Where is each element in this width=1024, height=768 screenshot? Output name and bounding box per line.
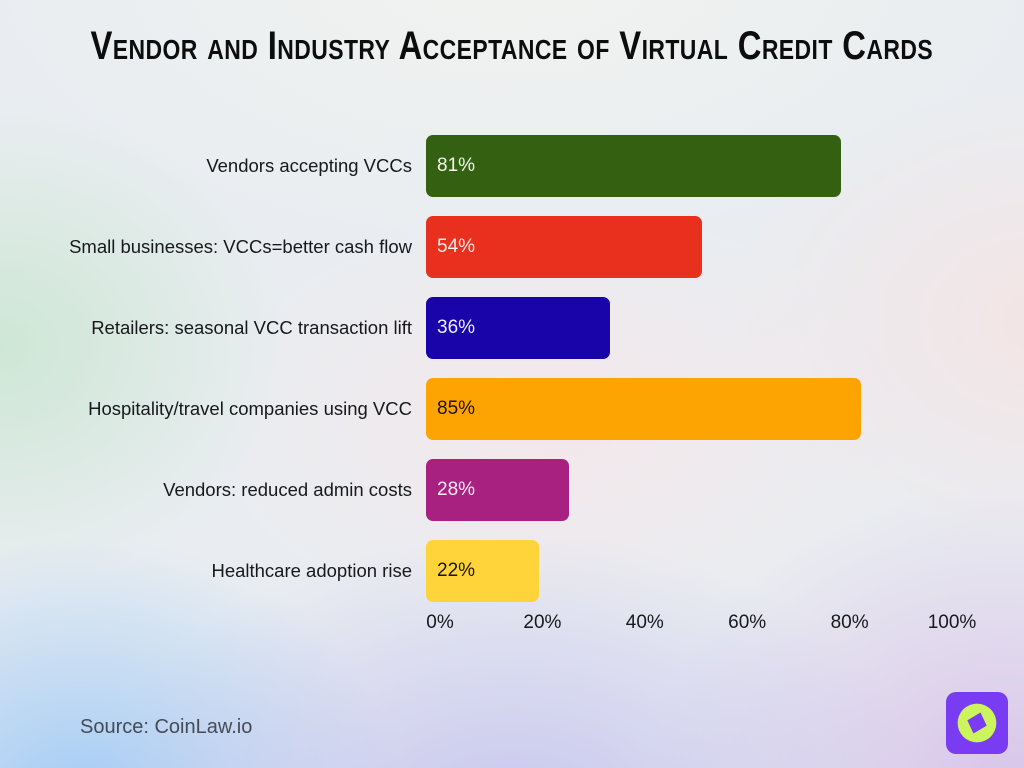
category-label: Vendors: reduced admin costs (163, 479, 412, 500)
category-label: Hospitality/travel companies using VCC (88, 398, 412, 419)
bar-value-label: 81% (437, 155, 476, 176)
category-label: Healthcare adoption rise (211, 560, 412, 581)
bar-value-label: 28% (437, 479, 476, 500)
x-axis-tick: 80% (830, 612, 869, 633)
compass-icon (955, 701, 999, 745)
category-label: Small businesses: VCCs=better cash flow (69, 236, 412, 257)
bar-value-label: 36% (437, 317, 476, 338)
bar-row: Healthcare adoption rise 22% (0, 540, 960, 602)
bar-track: 28% (426, 459, 938, 521)
bar-row: Vendors accepting VCCs 81% (0, 135, 960, 197)
bar: 22% (426, 540, 539, 602)
x-axis-tick: 40% (625, 612, 664, 633)
bar-value-label: 22% (437, 560, 476, 581)
bar-value-label: 54% (437, 236, 476, 257)
bar: 36% (426, 297, 611, 359)
coinlaw-logo (946, 692, 1008, 754)
chart-title: Vendor and Industry Acceptance of Virtua… (90, 24, 934, 68)
bar-row: Hospitality/travel companies using VCC 85… (0, 378, 960, 440)
bar-track: 22% (426, 540, 938, 602)
category-label: Vendors accepting VCCs (206, 155, 412, 176)
x-axis-tick: 20% (523, 612, 562, 633)
x-axis-tick: 0% (426, 612, 454, 633)
bar-track: 81% (426, 135, 938, 197)
compass-needle (967, 712, 987, 734)
bar-row: Small businesses: VCCs=better cash flow 5… (0, 216, 960, 278)
bar-chart: Vendors accepting VCCs 81% Small businesse… (0, 135, 960, 621)
title-row: Vendor and Industry Acceptance of Virtua… (0, 24, 1024, 69)
bar: 54% (426, 216, 703, 278)
bar-value-label: 85% (437, 398, 476, 419)
bar: 28% (426, 459, 570, 521)
x-axis: 0% 20% 40% 60% 80% 100% (426, 612, 976, 640)
bar-row: Vendors: reduced admin costs 28% (0, 459, 960, 521)
bar-track: 54% (426, 216, 938, 278)
bar: 85% (426, 378, 862, 440)
bar-track: 36% (426, 297, 938, 359)
source-credit: Source: CoinLaw.io (80, 716, 253, 738)
bar: 81% (426, 135, 841, 197)
bar-row: Retailers: seasonal VCC transaction lift… (0, 297, 960, 359)
x-axis-tick: 60% (728, 612, 767, 633)
x-axis-tick: 100% (927, 612, 977, 633)
category-label: Retailers: seasonal VCC transaction lift (91, 317, 412, 338)
bar-track: 85% (426, 378, 938, 440)
